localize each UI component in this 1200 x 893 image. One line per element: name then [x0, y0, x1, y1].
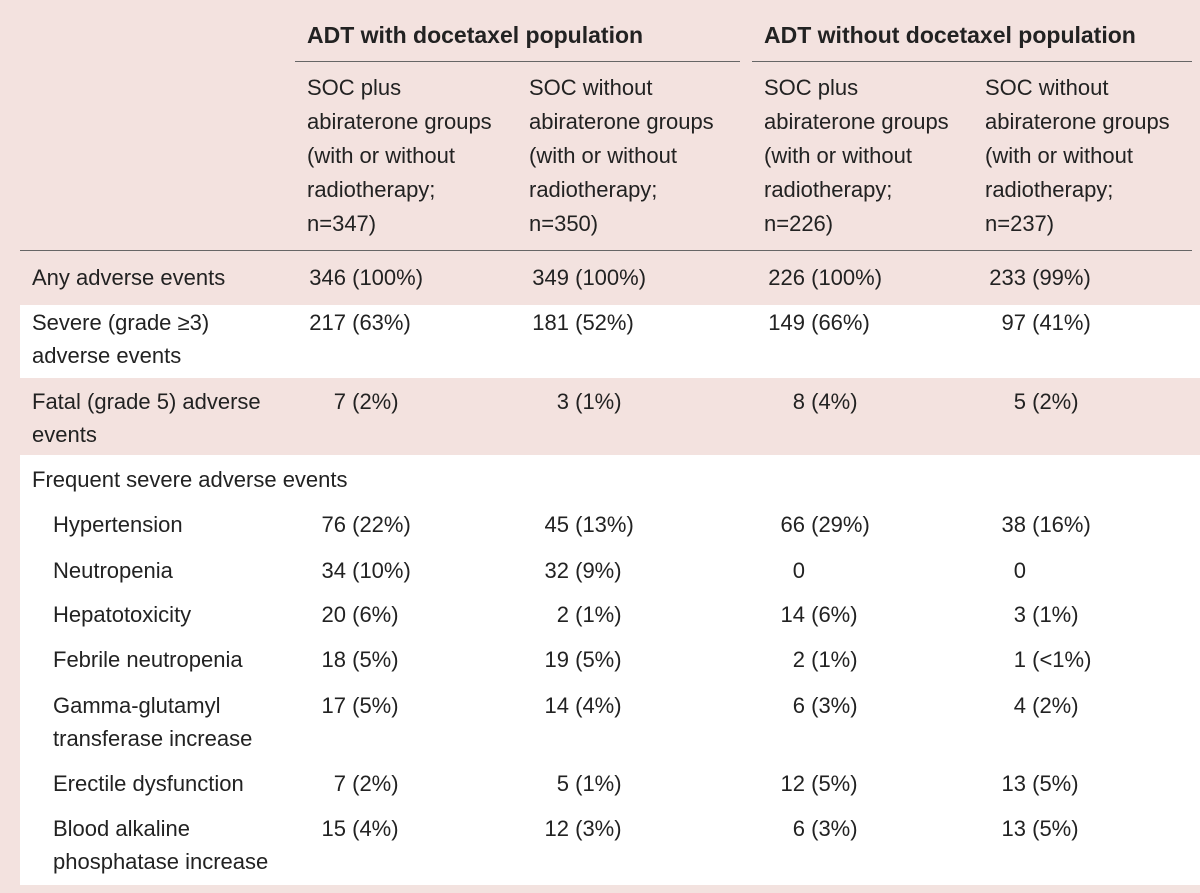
- cell-value: 17 (5%): [321, 693, 399, 718]
- column-header: abiraterone groups: [764, 109, 949, 134]
- group-rule: [295, 61, 740, 62]
- column-header: n=350): [529, 211, 599, 236]
- row-label: phosphatase increase: [53, 849, 269, 874]
- cell-value: 7 (2%): [333, 389, 399, 414]
- cell-value: 233 (99%): [989, 265, 1091, 290]
- column-header: radiotherapy;: [764, 177, 893, 202]
- cell-value: 19 (5%): [544, 647, 622, 672]
- cell-value: 34 (10%): [321, 558, 411, 583]
- row-label: transferase increase: [53, 726, 253, 751]
- header-rule: [20, 250, 1192, 251]
- cell-value: 4 (2%): [1013, 693, 1079, 718]
- cell-value: 226 (100%): [768, 265, 883, 290]
- cell-value: 2 (1%): [792, 647, 858, 672]
- cell-value: 3 (1%): [1013, 602, 1079, 627]
- row-label: Blood alkaline: [53, 816, 190, 841]
- column-header: (with or without: [529, 143, 677, 168]
- column-header: SOC plus: [764, 75, 859, 100]
- column-header: SOC without: [985, 75, 1109, 100]
- row-label: Erectile dysfunction: [53, 771, 244, 796]
- row-label: events: [32, 422, 97, 447]
- cell-value: 7 (2%): [333, 771, 399, 796]
- group-rule: [752, 61, 1192, 62]
- column-header: n=347): [307, 211, 377, 236]
- group-header: ADT with docetaxel population: [307, 22, 644, 48]
- cell-value: 14 (4%): [544, 693, 622, 718]
- cell-value: 15 (4%): [321, 816, 399, 841]
- cell-value: 13 (5%): [1001, 816, 1079, 841]
- row-label: Neutropenia: [53, 558, 173, 583]
- cell-value: 0: [1013, 558, 1026, 583]
- cell-value: 32 (9%): [544, 558, 622, 583]
- cell-value: 181 (52%): [532, 310, 634, 335]
- column-header: (with or without: [985, 143, 1133, 168]
- cell-value: 76 (22%): [321, 512, 411, 537]
- column-header: radiotherapy;: [985, 177, 1114, 202]
- column-header: SOC plus: [307, 75, 402, 100]
- column-header: radiotherapy;: [307, 177, 436, 202]
- cell-value: 38 (16%): [1001, 512, 1091, 537]
- cell-value: 66 (29%): [780, 512, 870, 537]
- row-label: Hepatotoxicity: [53, 602, 192, 627]
- cell-value: 2 (1%): [556, 602, 622, 627]
- row-label: adverse events: [32, 343, 182, 368]
- cell-value: 349 (100%): [532, 265, 647, 290]
- cell-value: 20 (6%): [321, 602, 399, 627]
- group-header: ADT without docetaxel population: [764, 22, 1136, 48]
- row-label: Hypertension: [53, 512, 183, 537]
- section-band: [20, 455, 1200, 885]
- cell-value: 149 (66%): [768, 310, 870, 335]
- cell-value: 97 (41%): [1001, 310, 1091, 335]
- column-header: abiraterone groups: [985, 109, 1170, 134]
- cell-value: 13 (5%): [1001, 771, 1079, 796]
- row-label: Fatal (grade 5) adverse: [32, 389, 261, 414]
- cell-value: 12 (3%): [544, 816, 622, 841]
- column-header: (with or without: [307, 143, 455, 168]
- column-header: SOC without: [529, 75, 653, 100]
- cell-value: 5 (1%): [556, 771, 622, 796]
- row-label: Any adverse events: [32, 265, 226, 290]
- cell-value: 14 (6%): [780, 602, 858, 627]
- cell-value: 0: [792, 558, 805, 583]
- section-label: Frequent severe adverse events: [32, 467, 348, 492]
- row-label: Severe (grade ≥3): [32, 310, 210, 335]
- cell-value: 3 (1%): [556, 389, 622, 414]
- column-header: radiotherapy;: [529, 177, 658, 202]
- cell-value: 1 (<1%): [1013, 647, 1092, 672]
- column-header: abiraterone groups: [529, 109, 714, 134]
- column-header: n=237): [985, 211, 1055, 236]
- column-header: n=226): [764, 211, 834, 236]
- cell-value: 18 (5%): [321, 647, 399, 672]
- cell-value: 346 (100%): [309, 265, 424, 290]
- row-label: Febrile neutropenia: [53, 647, 243, 672]
- cell-value: 6 (3%): [792, 816, 858, 841]
- cell-value: 12 (5%): [780, 771, 858, 796]
- cell-value: 6 (3%): [792, 693, 858, 718]
- cell-value: 217 (63%): [309, 310, 411, 335]
- cell-value: 8 (4%): [792, 389, 858, 414]
- row-band: [20, 305, 1200, 378]
- row-label: Gamma-glutamyl: [53, 693, 221, 718]
- column-header: abiraterone groups: [307, 109, 492, 134]
- cell-value: 5 (2%): [1013, 389, 1079, 414]
- cell-value: 45 (13%): [544, 512, 634, 537]
- column-header: (with or without: [764, 143, 912, 168]
